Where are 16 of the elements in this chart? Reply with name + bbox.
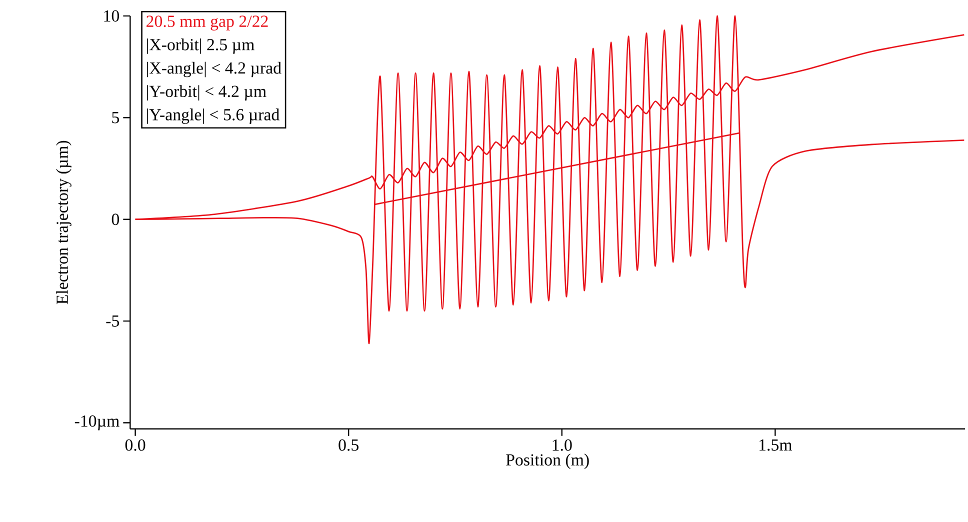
x-tick-label: 0.5 (338, 440, 358, 452)
annotation: |Y-orbit| < 4.2 µm (147, 85, 266, 101)
y-tick-label: 5 (112, 112, 120, 124)
chart-title: 20.5 mm gap 2/22 (146, 16, 268, 31)
y-axis-title: Electron trajectory (µm) (56, 141, 72, 304)
x-axis-title: Position (m) (506, 454, 589, 470)
annotation: |Y-angle| < 5.6 µrad (147, 108, 280, 124)
x-tick-label: 1.5m (760, 440, 792, 451)
annotation: |X-orbit| 2.5 µm (147, 38, 254, 54)
y-tick-label: 0 (112, 214, 120, 226)
y-tick-label: -10µm (74, 416, 120, 430)
x-tick-label: 1.0 (552, 440, 572, 452)
x-tick-label: 0.0 (125, 440, 146, 452)
y-tick-label: -5 (106, 316, 120, 327)
annotation: |X-angle| < 4.2 µrad (147, 62, 282, 78)
y-tick-label: 10 (104, 10, 120, 22)
